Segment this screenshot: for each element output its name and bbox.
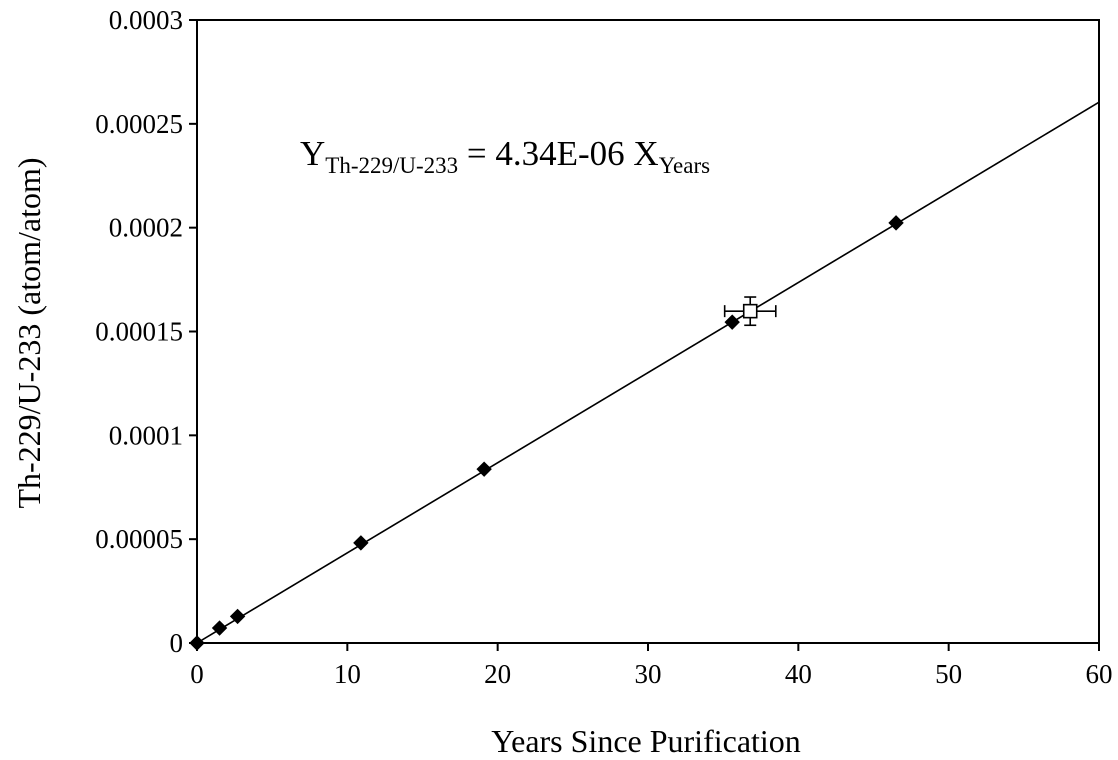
y-tick-label: 0.0001 <box>109 420 183 450</box>
fit-equation-annotation: YTh-229/U-233 = 4.34E-06 XYears <box>300 134 710 178</box>
equation-body: = 4.34E-06 X <box>458 134 659 173</box>
plot-area-frame <box>196 19 1100 644</box>
data-point-diamond <box>353 535 369 551</box>
y-tick-label: 0.00025 <box>95 109 183 139</box>
data-point-diamond <box>724 314 740 330</box>
y-tick-label: 0.0003 <box>109 5 183 35</box>
x-tick-label: 20 <box>484 659 511 689</box>
x-tick-label: 50 <box>935 659 962 689</box>
equation-y-subscript: Th-229/U-233 <box>325 153 458 178</box>
data-point-diamond <box>476 461 492 477</box>
data-point-square <box>742 303 758 319</box>
x-tick-label: 40 <box>785 659 812 689</box>
x-tick-label: 60 <box>1086 659 1113 689</box>
x-axis-title: Years Since Purification <box>491 723 801 759</box>
data-point-diamond <box>229 608 246 625</box>
x-tick-label: 0 <box>190 659 204 689</box>
y-tick-label: 0 <box>170 628 184 658</box>
equation-y-symbol: Y <box>300 134 325 173</box>
fit-lines <box>196 101 1100 644</box>
equation-x-subscript: Years <box>659 153 710 178</box>
y-tick-label: 0.0002 <box>109 213 183 243</box>
y-tick-label: 0.00015 <box>95 317 183 347</box>
data-markers <box>189 215 904 651</box>
x-tick-label: 30 <box>635 659 662 689</box>
y-axis-title: Th-229/U-233 (atom/atom) <box>11 157 47 508</box>
data-point-diamond <box>888 215 904 231</box>
fit-line-dashed <box>196 101 1100 644</box>
x-tick-label: 10 <box>334 659 361 689</box>
data-point-diamond <box>211 620 228 636</box>
axis-ticks: 0 10 20 30 40 50 60 0 0.00005 0.0001 0.00015 0.0002… <box>95 5 1112 689</box>
y-tick-label: 0.00005 <box>95 524 183 554</box>
